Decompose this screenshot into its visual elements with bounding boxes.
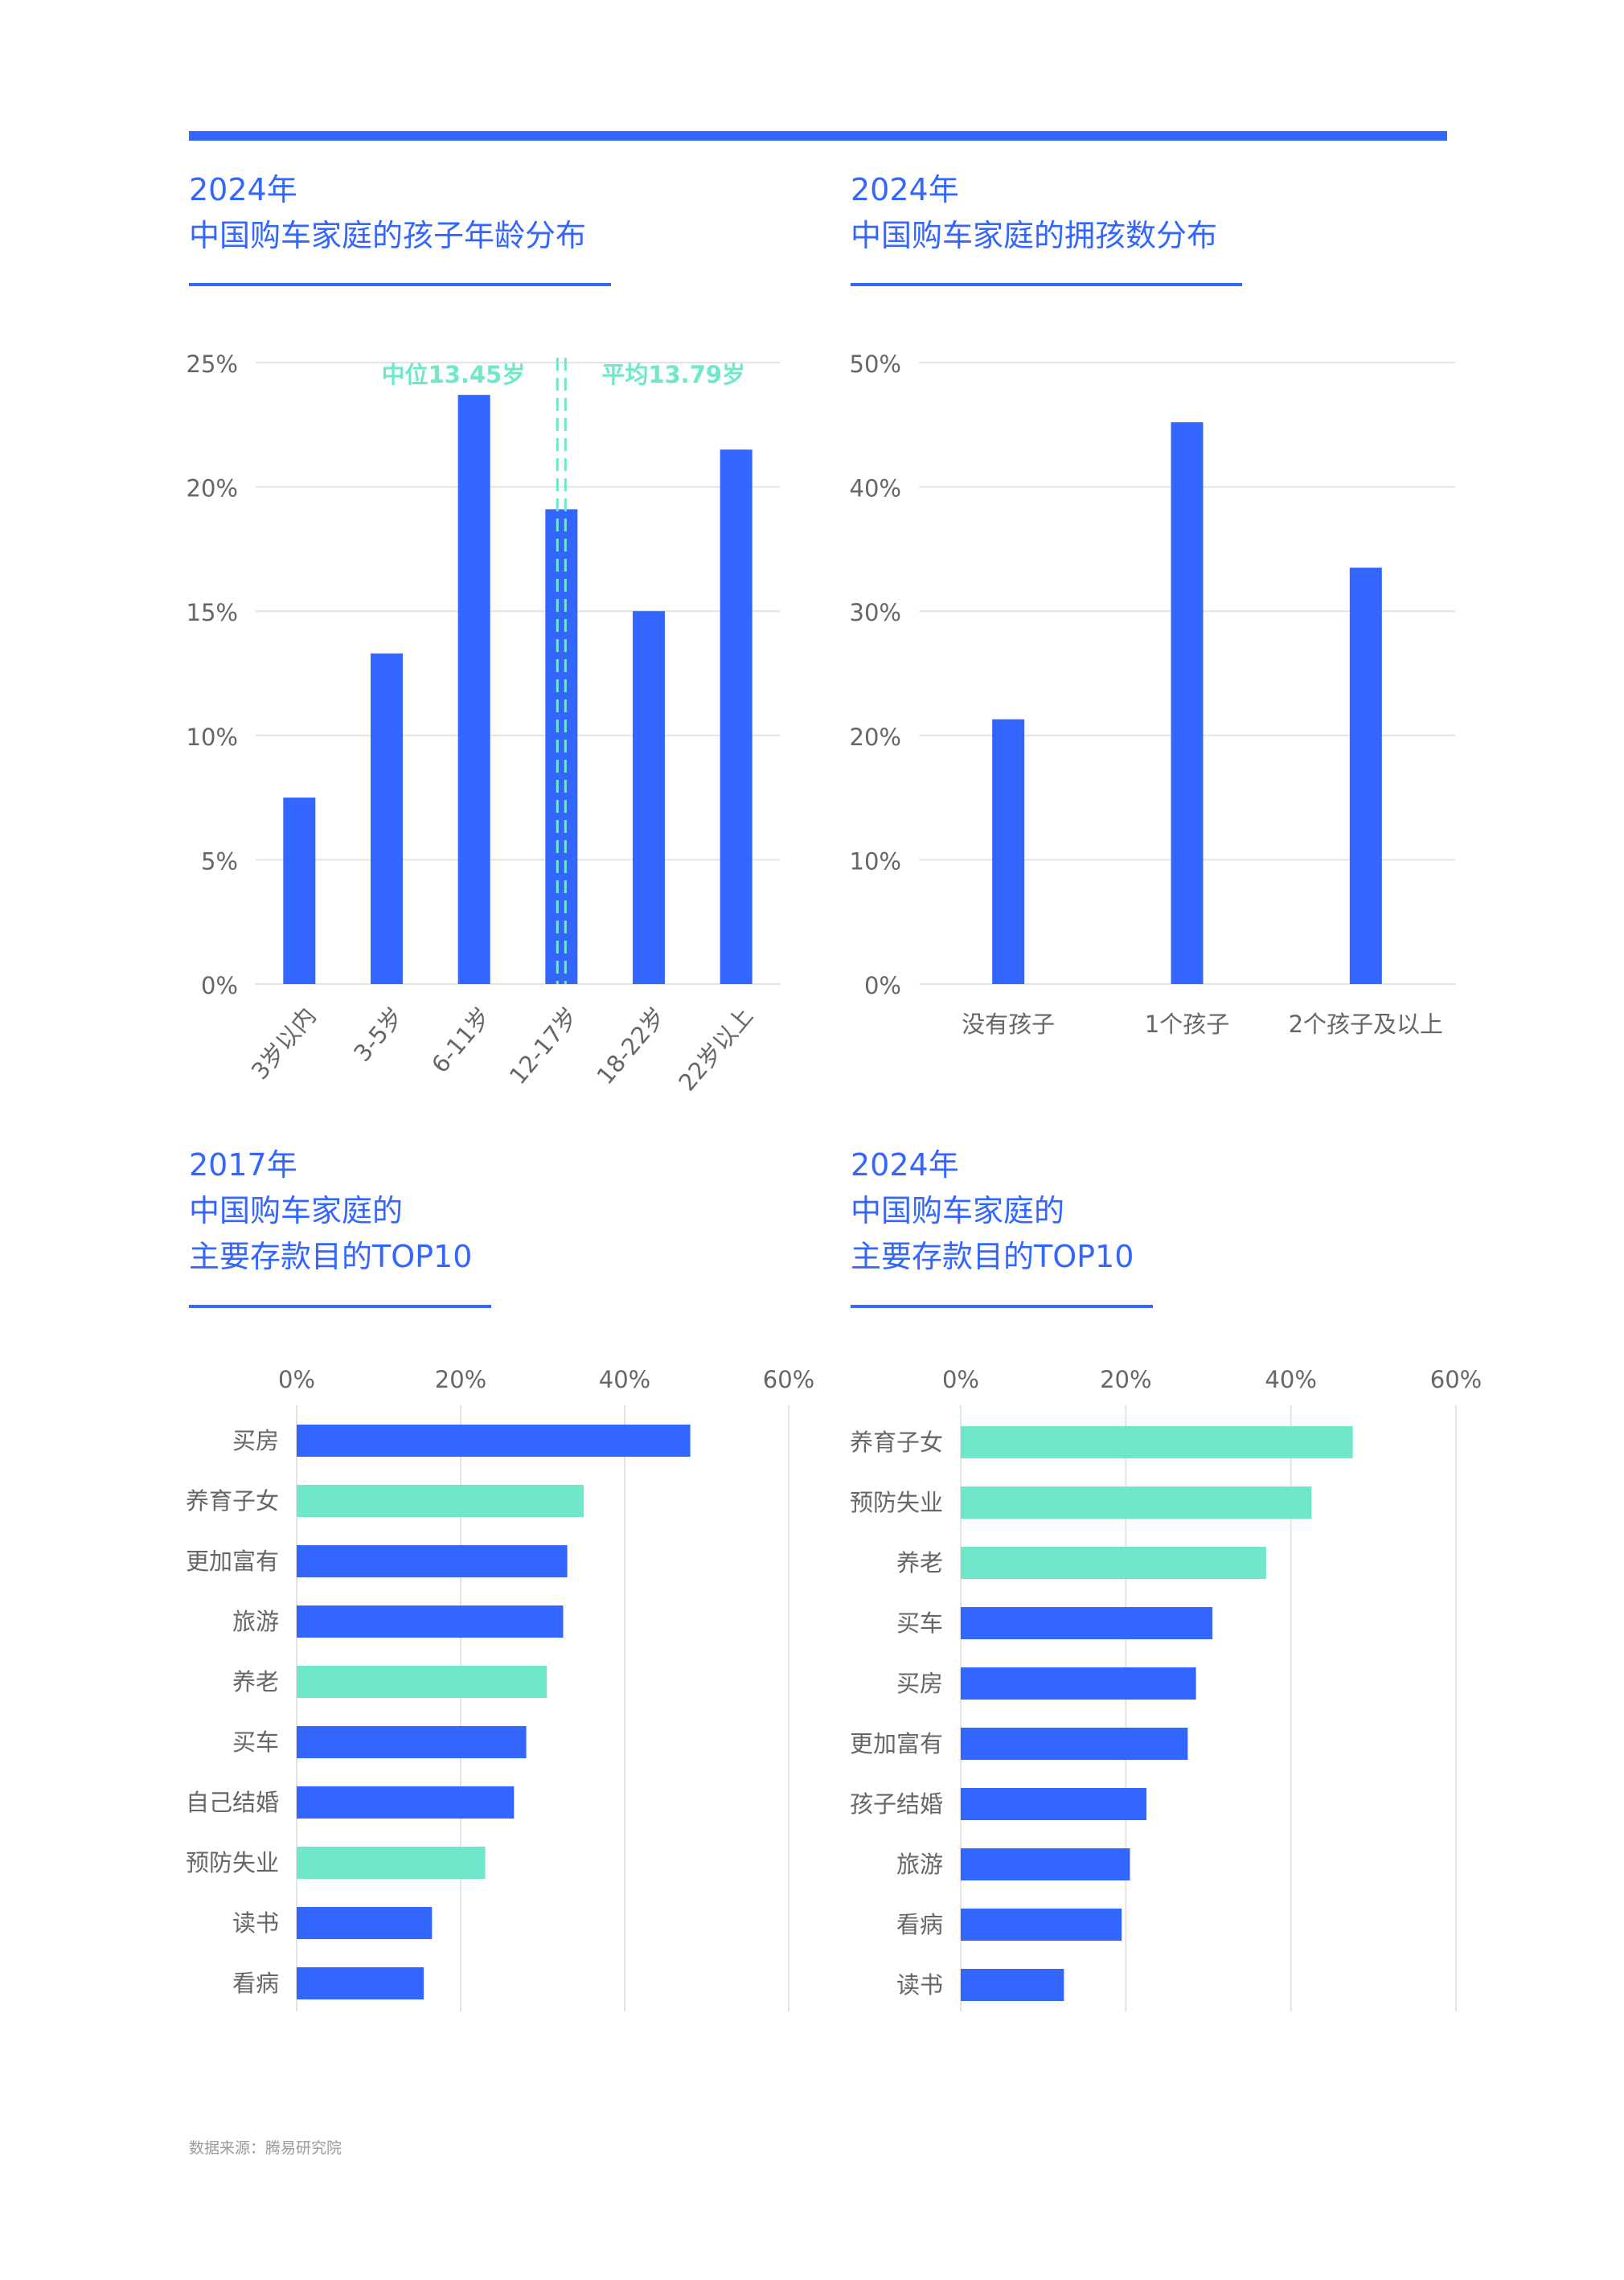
x-tick-label: 60% [1430, 1366, 1482, 1393]
bar [961, 1909, 1122, 1941]
x-tick-label: 2个孩子及以上 [1289, 1011, 1443, 1038]
x-tick-label: 0% [942, 1366, 979, 1393]
savings2017-title-rule [189, 1305, 491, 1308]
savings2017-title-topic: 主要存款目的TOP10 [189, 1239, 473, 1274]
savings2024-title-topic: 主要存款目的TOP10 [851, 1239, 1134, 1274]
y-category-label: 养老 [232, 1668, 279, 1696]
y-tick-label: 0% [201, 972, 238, 999]
x-tick-label: 20% [1100, 1366, 1151, 1393]
bar [961, 1728, 1188, 1760]
bar [961, 1487, 1312, 1519]
y-category-label: 旅游 [232, 1608, 279, 1635]
x-tick-label: 60% [763, 1366, 814, 1393]
age-title-rule [189, 283, 611, 286]
bar [297, 1485, 584, 1517]
y-category-label: 看病 [896, 1911, 943, 1938]
y-category-label: 预防失业 [186, 1849, 279, 1876]
y-category-label: 更加富有 [186, 1548, 279, 1575]
age-chart-title-subject: 中国购车家庭的孩子年龄分布 [189, 218, 587, 253]
y-category-label: 预防失业 [850, 1489, 943, 1516]
y-tick-label: 10% [850, 847, 901, 875]
bar [961, 1667, 1196, 1700]
age-chart-title: 2024年 中国购车家庭的孩子年龄分布 [189, 167, 586, 259]
y-tick-label: 20% [187, 475, 238, 502]
savings2024-title-year: 2024年 [851, 1147, 959, 1183]
bar [961, 1607, 1213, 1639]
y-category-label: 买车 [232, 1728, 279, 1756]
bar [371, 653, 403, 984]
x-tick-label: 没有孩子 [962, 1011, 1055, 1038]
count-chart-title-subject: 中国购车家庭的拥孩数分布 [851, 218, 1218, 253]
y-tick-label: 25% [187, 351, 238, 378]
savings2024-chart-title: 2024年 中国购车家庭的 主要存款目的TOP10 [851, 1142, 1134, 1280]
y-tick-label: 10% [187, 724, 238, 751]
x-tick-label: 0% [278, 1366, 315, 1393]
y-category-label: 自己结婚 [186, 1789, 279, 1816]
bar [297, 1907, 433, 1939]
y-category-label: 养育子女 [850, 1429, 943, 1456]
count-chart-title: 2024年 中国购车家庭的拥孩数分布 [851, 167, 1217, 259]
y-category-label: 读书 [232, 1909, 279, 1937]
y-category-label: 买房 [896, 1670, 943, 1697]
bar [961, 1848, 1130, 1880]
y-category-label: 看病 [232, 1970, 279, 1997]
count-chart-title-year: 2024年 [851, 172, 959, 207]
age-distribution-chart: 0%5%10%15%20%25%3岁以内 3-5岁 6-11岁 12-17岁 18-22… [187, 351, 780, 1096]
bar [297, 1847, 486, 1879]
bar [457, 395, 490, 984]
count-title-rule [851, 283, 1242, 286]
bar [297, 1967, 424, 1999]
bar [297, 1605, 564, 1638]
y-category-label: 养老 [896, 1549, 943, 1577]
y-tick-label: 40% [850, 475, 901, 502]
y-tick-label: 20% [850, 724, 901, 751]
y-category-label: 孩子结婚 [850, 1790, 943, 1818]
y-category-label: 买车 [896, 1610, 943, 1637]
y-tick-label: 30% [850, 599, 901, 626]
x-tick-label: 40% [1265, 1366, 1316, 1393]
mean-label: 平均13.79岁 [601, 361, 745, 388]
y-tick-label: 50% [850, 351, 901, 378]
x-tick-label: 20% [435, 1366, 486, 1393]
bar [720, 449, 753, 984]
data-source-note: 数据来源：腾易研究院 [189, 2139, 342, 2157]
bar [961, 1788, 1146, 1820]
y-category-label: 读书 [896, 1971, 943, 1999]
bar [297, 1545, 568, 1577]
bar [297, 1666, 547, 1698]
child-count-chart: 0% 10% 20% 30% 40% 50% 没有孩子 1个孩子 2个孩子及以上 [850, 351, 1455, 1038]
bar [297, 1786, 515, 1819]
y-category-label: 养育子女 [186, 1487, 279, 1515]
y-category-label: 旅游 [896, 1851, 943, 1878]
savings2017-title-year: 2017年 [189, 1147, 297, 1183]
savings2017-chart-title: 2017年 中国购车家庭的 主要存款目的TOP10 [189, 1142, 472, 1280]
bar [961, 1547, 1266, 1579]
bar [545, 509, 578, 984]
bar [1171, 422, 1204, 984]
age-chart-title-year: 2024年 [189, 172, 297, 207]
median-label: 中位13.45岁 [382, 361, 526, 388]
x-tick-label: 40% [599, 1366, 650, 1393]
savings2024-title-rule [851, 1305, 1153, 1308]
y-tick-label: 0% [864, 972, 901, 999]
bar [961, 1426, 1353, 1458]
bar [1349, 568, 1382, 984]
x-tick-label: 1个孩子 [1145, 1011, 1229, 1038]
top-accent-bar [189, 131, 1447, 141]
y-tick-label: 5% [201, 847, 238, 875]
y-tick-label: 15% [187, 599, 238, 626]
y-category-label: 更加富有 [850, 1730, 943, 1757]
bar [633, 611, 665, 984]
bar [297, 1726, 527, 1758]
bar [283, 798, 316, 984]
bar [297, 1425, 691, 1457]
y-category-label: 买房 [232, 1427, 279, 1454]
savings2024-title-subject: 中国购车家庭的 [851, 1193, 1065, 1228]
bar [992, 719, 1025, 984]
bar [961, 1969, 1064, 2001]
savings2017-title-subject: 中国购车家庭的 [189, 1193, 404, 1228]
